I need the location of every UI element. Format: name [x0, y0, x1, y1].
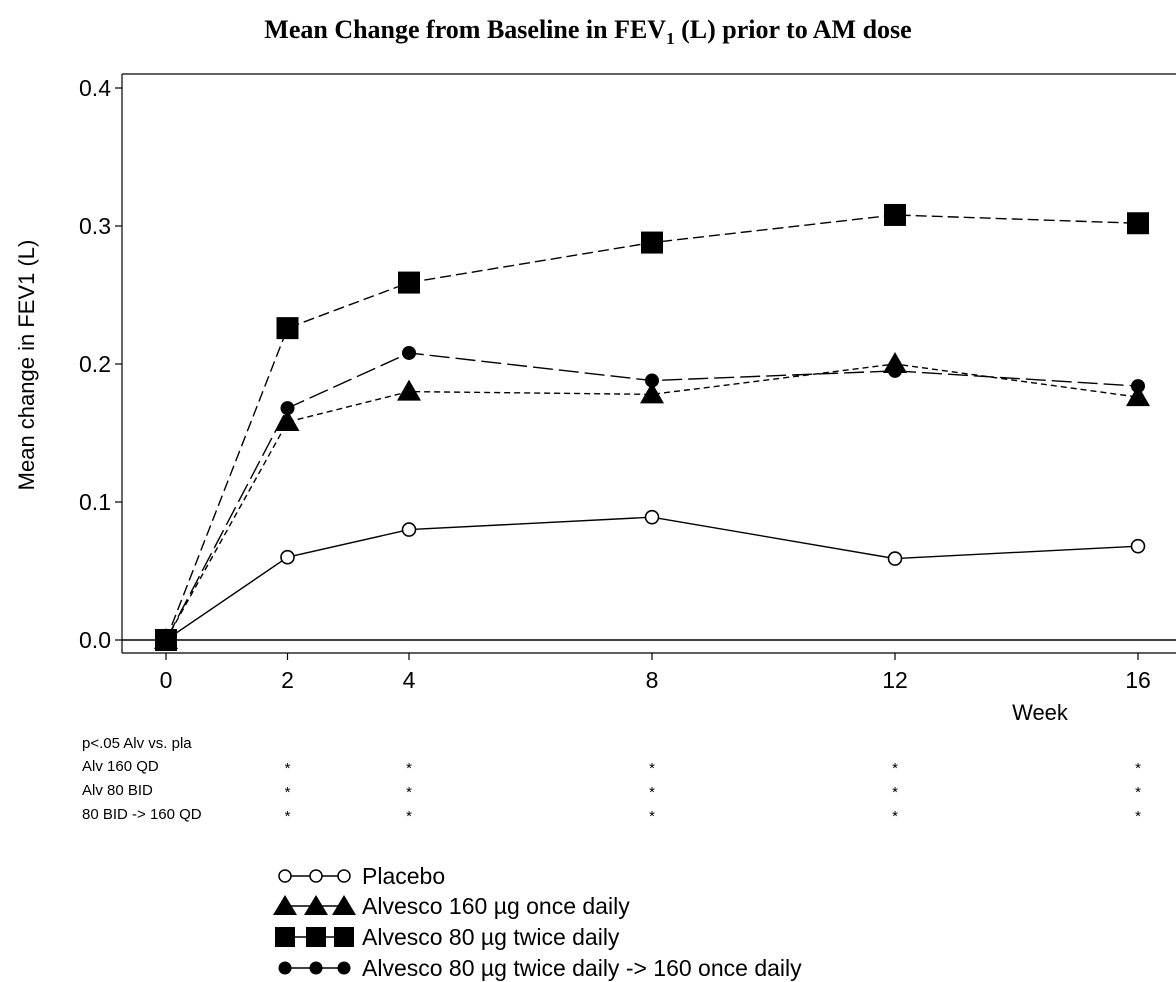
y-tick-label: 0.3	[79, 213, 111, 239]
significance-mark: *	[285, 784, 291, 801]
legend-marker	[337, 961, 351, 975]
legend-marker	[337, 869, 351, 883]
legend-entry: Alvesco 80 µg twice daily	[275, 924, 620, 950]
data-point	[402, 345, 416, 360]
data-point	[1131, 379, 1145, 394]
x-tick-label: 16	[1125, 667, 1151, 693]
data-point	[640, 382, 664, 404]
legend-entry: Alvesco 80 µg twice daily -> 160 once da…	[278, 955, 802, 981]
series-open-circle	[158, 509, 1146, 648]
legend-marker	[309, 961, 323, 975]
data-point	[1130, 538, 1146, 554]
series-layer	[154, 203, 1150, 651]
legend-label: Alvesco 160 µg once daily	[362, 893, 630, 919]
data-point	[159, 633, 173, 647]
legend-marker	[278, 869, 292, 883]
chart-title-suffix: (L) prior to AM dose	[675, 15, 912, 44]
legend-label: Placebo	[362, 863, 445, 889]
x-tick-label: 4	[403, 667, 416, 693]
series-triangle	[154, 352, 1150, 649]
significance-mark: *	[406, 784, 412, 801]
significance-mark: *	[285, 760, 291, 777]
data-point	[401, 522, 417, 537]
significance-mark: *	[892, 808, 898, 825]
significance-mark: *	[1135, 760, 1141, 777]
legend-marker	[306, 927, 326, 947]
significance-row-label: Alv 80 BID	[82, 782, 153, 799]
legend-marker	[278, 961, 292, 975]
significance-mark: *	[649, 784, 655, 801]
data-point	[645, 373, 659, 388]
significance-row-label: Alv 160 QD	[82, 758, 159, 775]
significance-table: p<.05 Alv vs. pla Alv 160 QD * * * * * Alv 80 B…	[82, 735, 1141, 825]
legend-marker	[309, 869, 323, 883]
x-axis: 0 2 4 8 12 16	[160, 653, 1151, 693]
data-point	[887, 551, 903, 566]
data-point	[644, 509, 660, 525]
significance-mark: *	[285, 808, 291, 825]
y-tick-label: 0.1	[79, 489, 111, 515]
y-axis: 0.0 0.1 0.2 0.3 0.4	[79, 75, 122, 653]
series-line	[165, 363, 1139, 641]
data-point	[888, 363, 902, 378]
significance-mark: *	[1135, 808, 1141, 825]
significance-mark: *	[406, 760, 412, 777]
legend-label: Alvesco 80 µg twice daily -> 160 once da…	[362, 955, 802, 981]
legend-entry: Placebo	[278, 863, 445, 889]
legend-entry: Alvesco 160 µg once daily	[273, 893, 630, 919]
series-line	[165, 214, 1139, 641]
y-tick-label: 0.2	[79, 351, 111, 377]
chart-title: Mean Change from Baseline in FEV1 (L) pr…	[264, 15, 911, 48]
data-point	[280, 549, 295, 565]
significance-row-label: 80 BID -> 160 QD	[82, 806, 202, 823]
data-point	[1126, 385, 1150, 407]
significance-mark: *	[892, 760, 898, 777]
y-axis-label: Mean change in FEV1 (L)	[14, 240, 39, 491]
chart-title-prefix: Mean Change from Baseline in FEV	[264, 15, 666, 44]
data-point	[1127, 212, 1149, 235]
data-point	[280, 401, 295, 416]
x-tick-label: 0	[160, 667, 173, 693]
data-point	[275, 409, 300, 431]
y-tick-label: 0.4	[79, 75, 111, 101]
y-tick-label: 0.0	[79, 627, 111, 653]
legend-marker	[332, 895, 356, 915]
legend-label: Alvesco 80 µg twice daily	[362, 924, 620, 950]
series-filled-circle	[159, 345, 1145, 647]
series-line	[165, 352, 1139, 641]
significance-mark: *	[892, 784, 898, 801]
significance-mark: *	[406, 808, 412, 825]
legend-marker	[273, 895, 297, 915]
significance-mark: *	[649, 808, 655, 825]
legend-marker	[275, 927, 295, 947]
legend-marker	[334, 927, 354, 947]
data-point	[884, 203, 906, 226]
legend-marker	[304, 895, 328, 915]
x-tick-label: 8	[646, 667, 659, 693]
significance-header: p<.05 Alv vs. pla	[82, 735, 192, 752]
data-point	[276, 317, 299, 340]
significance-mark: *	[649, 760, 655, 777]
series-line	[165, 516, 1139, 641]
x-axis-label: Week	[1012, 700, 1069, 725]
data-point	[397, 379, 421, 401]
significance-mark: *	[1135, 784, 1141, 801]
series-square	[155, 203, 1149, 651]
x-tick-label: 12	[882, 667, 908, 693]
data-point	[398, 271, 420, 294]
x-tick-label: 2	[281, 667, 294, 693]
plot-frame	[121, 73, 1176, 654]
chart-title-subscript: 1	[666, 29, 675, 48]
legend: Placebo Alvesco 160 µg once daily Alvesco …	[273, 863, 802, 981]
data-point	[641, 231, 663, 254]
